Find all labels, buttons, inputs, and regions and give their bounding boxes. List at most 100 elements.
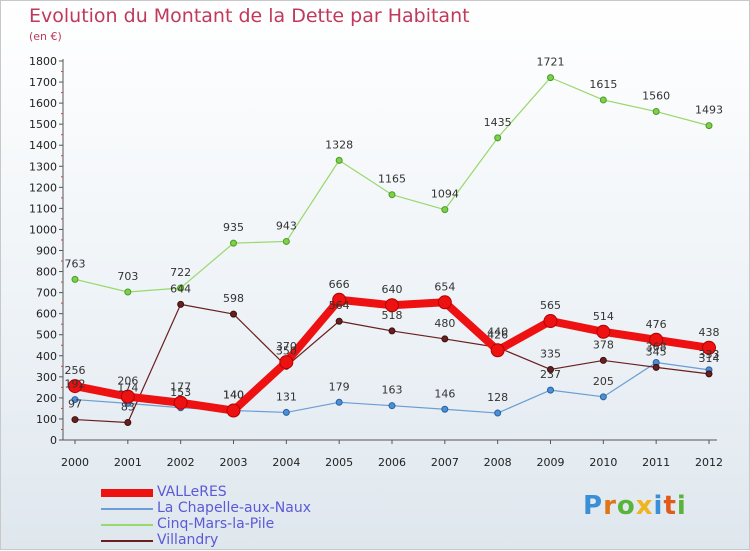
data-label: 518 bbox=[382, 309, 403, 322]
data-label: 438 bbox=[699, 326, 720, 339]
y-tick-label: 1800 bbox=[29, 55, 57, 68]
data-label: 480 bbox=[434, 317, 455, 330]
data-point bbox=[649, 332, 664, 347]
data-label: 722 bbox=[170, 266, 191, 279]
data-point bbox=[596, 324, 611, 339]
data-point bbox=[494, 134, 502, 142]
data-point bbox=[599, 393, 607, 401]
data-label: 153 bbox=[170, 386, 191, 399]
data-label: 335 bbox=[540, 347, 561, 360]
data-point bbox=[177, 284, 185, 292]
data-label: 333 bbox=[699, 348, 720, 361]
y-tick-label: 400 bbox=[36, 350, 57, 363]
y-tick-label: 0 bbox=[50, 434, 57, 447]
data-label: 163 bbox=[382, 384, 403, 397]
data-label: 703 bbox=[117, 270, 138, 283]
data-point bbox=[282, 408, 290, 416]
data-label: 205 bbox=[593, 375, 614, 388]
data-label: 128 bbox=[487, 391, 508, 404]
data-label: 237 bbox=[540, 368, 561, 381]
legend-swatch bbox=[101, 524, 153, 526]
data-label: 378 bbox=[593, 338, 614, 351]
data-label: 943 bbox=[276, 219, 297, 232]
data-point bbox=[173, 395, 188, 410]
data-label: 370 bbox=[276, 340, 297, 353]
x-tick-label: 2008 bbox=[484, 456, 512, 469]
data-point bbox=[441, 405, 449, 413]
y-tick-label: 200 bbox=[36, 392, 57, 405]
logo-letter: t bbox=[663, 491, 677, 521]
legend-swatch bbox=[101, 489, 153, 497]
data-label: 1328 bbox=[325, 138, 353, 151]
legend-label: Villandry bbox=[157, 532, 219, 548]
data-point bbox=[599, 96, 607, 104]
data-label: 368 bbox=[646, 341, 667, 354]
data-label: 97 bbox=[68, 398, 82, 411]
x-tick-label: 2010 bbox=[589, 456, 617, 469]
data-point bbox=[71, 396, 79, 404]
data-label: 1165 bbox=[378, 173, 406, 186]
data-label: 131 bbox=[276, 390, 297, 403]
data-label: 1721 bbox=[537, 56, 565, 69]
data-label: 666 bbox=[329, 278, 350, 291]
data-point bbox=[177, 300, 185, 308]
data-label: 514 bbox=[593, 310, 614, 323]
data-point bbox=[68, 379, 82, 394]
y-tick-label: 1200 bbox=[29, 181, 57, 194]
data-label: 1435 bbox=[484, 116, 512, 129]
data-label: 1615 bbox=[589, 78, 617, 91]
data-point bbox=[547, 365, 554, 373]
data-label: 256 bbox=[65, 364, 86, 377]
data-point bbox=[547, 386, 554, 394]
data-labels: 763 703 722 935 943 1328 1165 1094 1435 1721 1615 1… bbox=[65, 56, 724, 414]
data-point bbox=[230, 239, 237, 247]
data-point bbox=[388, 191, 396, 199]
data-point bbox=[120, 389, 135, 404]
x-tick-label: 2000 bbox=[61, 456, 89, 469]
data-label: 763 bbox=[65, 257, 86, 270]
y-tick-label: 1100 bbox=[29, 202, 57, 215]
x-tick-label: 2012 bbox=[695, 456, 723, 469]
legend-swatch bbox=[101, 540, 153, 542]
data-label: 640 bbox=[382, 283, 403, 296]
data-label: 1493 bbox=[695, 104, 723, 117]
y-tick-label: 1400 bbox=[29, 139, 57, 152]
legend-label: La Chapelle-aux-Naux bbox=[157, 500, 311, 516]
series-layer bbox=[68, 74, 716, 427]
logo-letter: i bbox=[676, 491, 687, 521]
data-label: 192 bbox=[65, 378, 86, 391]
data-label: 644 bbox=[170, 282, 191, 295]
logo-letter: x bbox=[635, 491, 654, 521]
logo-letter: P bbox=[583, 491, 604, 521]
data-point bbox=[702, 340, 716, 355]
data-point bbox=[543, 314, 558, 329]
data-point bbox=[335, 398, 343, 406]
x-tick-label: 2003 bbox=[220, 456, 248, 469]
x-tick-label: 2006 bbox=[378, 456, 406, 469]
data-point bbox=[441, 335, 449, 343]
data-label: 350 bbox=[276, 344, 297, 357]
data-point bbox=[335, 156, 343, 164]
x-tick-label: 2009 bbox=[537, 456, 565, 469]
y-tick-label: 800 bbox=[36, 266, 57, 279]
x-tick-label: 2011 bbox=[642, 456, 670, 469]
data-point bbox=[71, 275, 79, 283]
data-point bbox=[599, 356, 607, 364]
data-point bbox=[385, 298, 399, 313]
data-point bbox=[124, 288, 132, 296]
data-point bbox=[279, 355, 294, 370]
data-label: 146 bbox=[434, 387, 455, 400]
data-point bbox=[71, 416, 79, 424]
chart-title: Evolution du Montant de la Dette par Hab… bbox=[29, 5, 470, 27]
y-tick-label: 100 bbox=[36, 413, 57, 426]
data-label: 83 bbox=[121, 401, 135, 414]
data-label: 654 bbox=[434, 280, 455, 293]
y-tick-label: 1300 bbox=[29, 160, 57, 173]
y-tick-label: 900 bbox=[36, 245, 57, 258]
data-point bbox=[230, 310, 237, 318]
data-point bbox=[705, 370, 713, 378]
data-label: 1560 bbox=[642, 90, 670, 103]
data-label: 935 bbox=[223, 221, 244, 234]
